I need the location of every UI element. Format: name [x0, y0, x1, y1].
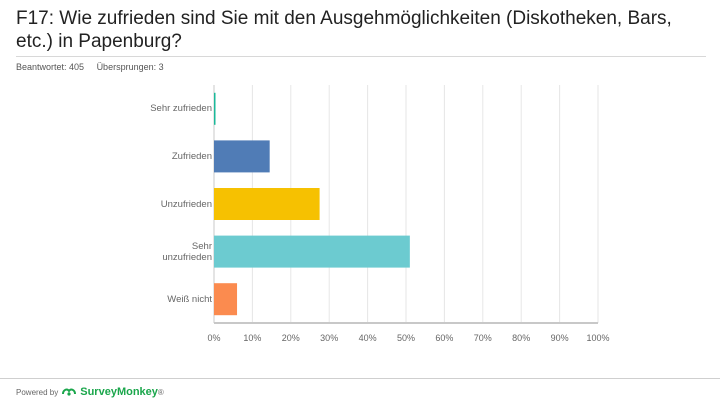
x-tick-label: 60%	[435, 333, 454, 343]
bar-unzufrieden[interactable]	[214, 188, 320, 220]
footer: Powered by SurveyMonkey ®	[16, 386, 164, 398]
x-tick-label: 50%	[396, 333, 416, 343]
brand-registered-mark: ®	[157, 387, 164, 397]
powered-by-text: Powered by	[16, 387, 59, 397]
x-tick-label: 90%	[550, 333, 569, 343]
x-tick-label: 80%	[512, 333, 531, 343]
title-divider	[16, 56, 706, 57]
skipped-count: Übersprungen: 3	[96, 62, 164, 72]
answered-count: Beantwortet: 405	[16, 62, 85, 72]
bar-zufrieden[interactable]	[214, 140, 270, 173]
x-tick-label: 10%	[243, 333, 262, 343]
bar-sehr-unzufrieden[interactable]	[214, 235, 410, 268]
x-tick-label: 70%	[473, 333, 492, 343]
surveymonkey-brand[interactable]: SurveyMonkey	[80, 386, 158, 398]
category-label: Sehr zufrieden	[150, 103, 212, 115]
category-label: Sehr unzufrieden	[162, 240, 212, 263]
category-label: Weiß nicht	[167, 293, 212, 305]
bar-sehr-zufrieden[interactable]	[214, 92, 216, 125]
x-tick-label: 30%	[320, 333, 339, 343]
category-label: Unzufrieden	[160, 198, 212, 210]
footer-divider	[0, 378, 720, 379]
x-tick-label: 0%	[207, 333, 221, 343]
response-stats: Beantwortet: 405 Übersprungen: 3	[16, 62, 174, 72]
surveymonkey-logo-icon	[62, 388, 77, 396]
x-tick-label: 20%	[281, 333, 300, 343]
question-title: F17: Wie zufrieden sind Sie mit den Ausg…	[16, 8, 672, 52]
x-tick-label: 40%	[358, 333, 377, 343]
category-label: Zufrieden	[171, 150, 212, 162]
x-tick-label: 100%	[586, 333, 610, 343]
bar-wei-nicht[interactable]	[214, 283, 238, 316]
